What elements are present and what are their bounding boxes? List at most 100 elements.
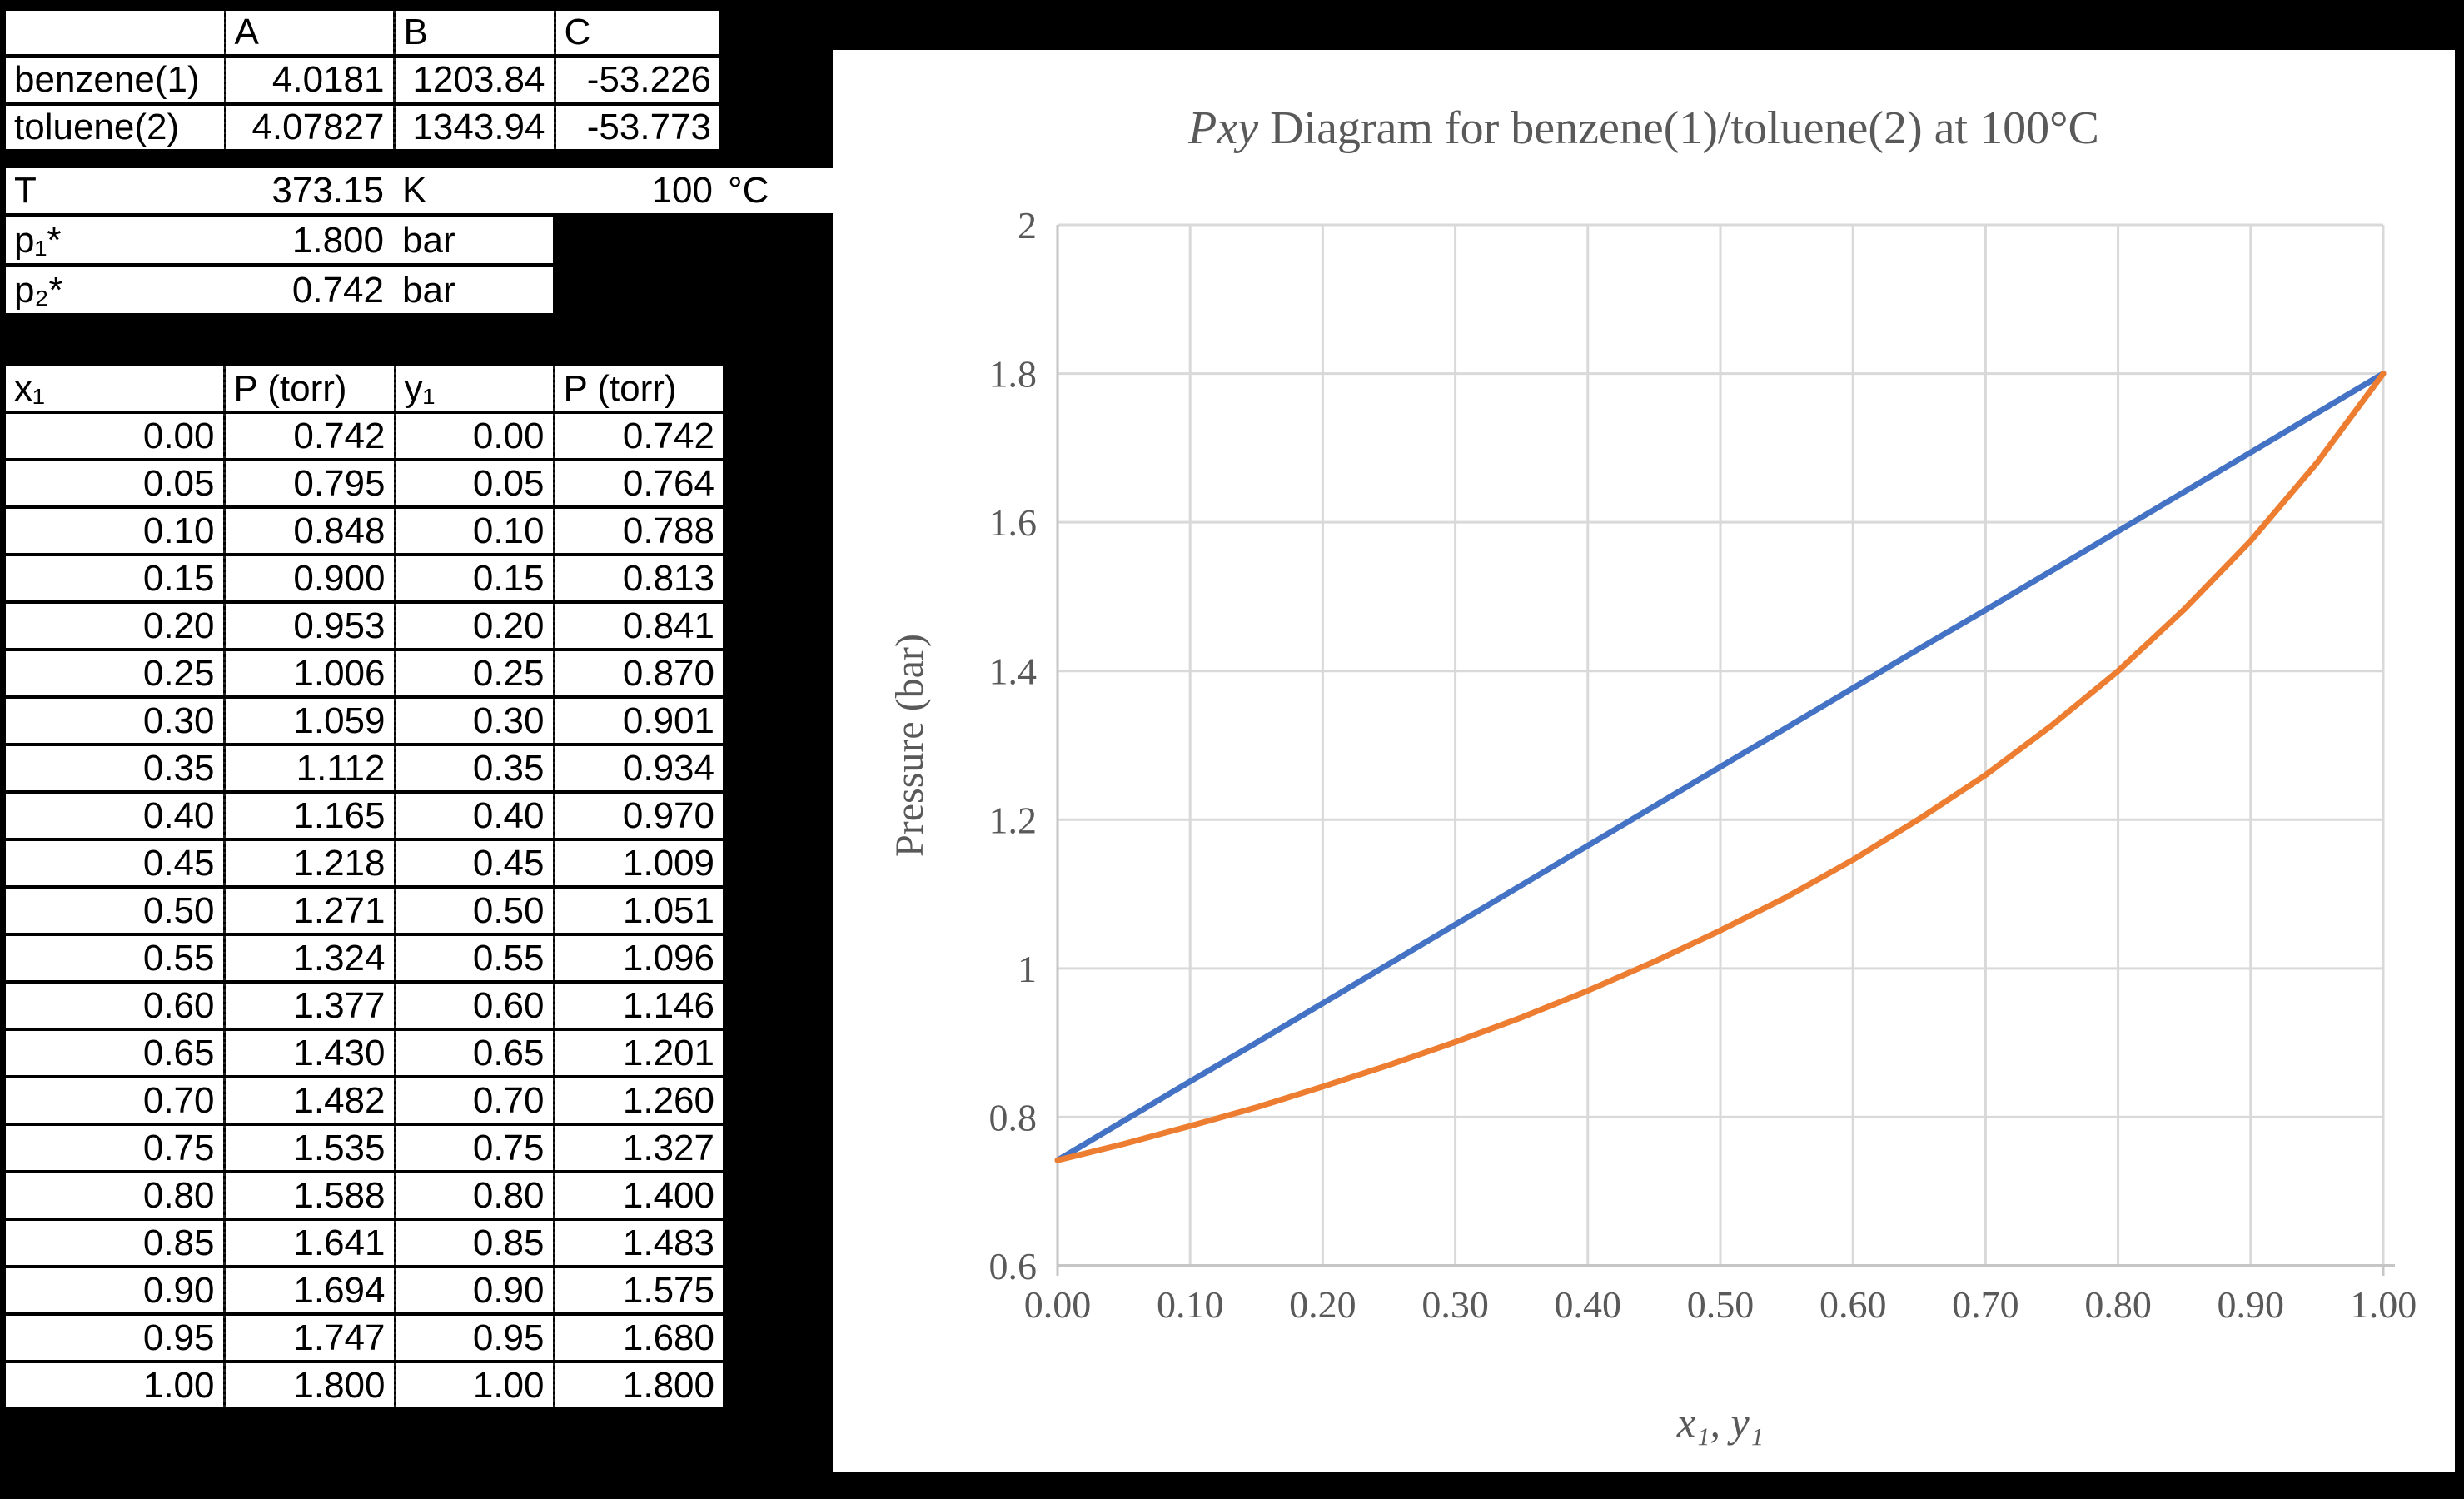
coef-header-A[interactable]: A <box>223 7 394 58</box>
coef-B-cell[interactable]: 1203.84 <box>392 54 555 106</box>
y1-cell[interactable]: 0.25 <box>393 648 554 699</box>
p-bubble-cell[interactable]: 1.112 <box>222 743 395 794</box>
p-dew-cell[interactable]: 0.841 <box>552 600 723 651</box>
y1-cell[interactable]: 0.90 <box>393 1265 554 1316</box>
coef-header-C[interactable]: C <box>553 7 719 58</box>
header-x1[interactable]: x₁ <box>6 363 224 414</box>
coef-B-cell[interactable]: 1343.94 <box>392 102 555 153</box>
coef-A-cell[interactable]: 4.07827 <box>223 102 394 153</box>
y1-cell[interactable]: 0.75 <box>393 1123 554 1173</box>
x1-cell[interactable]: 0.80 <box>6 1170 224 1221</box>
p-dew-cell[interactable]: 0.813 <box>552 553 723 604</box>
p-dew-cell[interactable]: 1.096 <box>552 933 723 984</box>
y1-cell[interactable]: 0.20 <box>393 600 554 651</box>
coef-C-cell[interactable]: -53.226 <box>553 54 719 106</box>
y1-cell[interactable]: 0.50 <box>393 885 554 936</box>
p-bubble-cell[interactable]: 1.218 <box>222 838 395 889</box>
component-label[interactable]: benzene(1) <box>6 54 225 106</box>
x1-cell[interactable]: 0.65 <box>6 1028 224 1078</box>
p-dew-cell[interactable]: 1.146 <box>552 980 723 1031</box>
psat1-value[interactable]: 1.800 <box>291 219 384 261</box>
p-bubble-cell[interactable]: 1.747 <box>222 1312 395 1363</box>
psat2-label[interactable]: p₂* <box>14 269 63 311</box>
p-bubble-cell[interactable]: 1.271 <box>222 885 395 936</box>
x1-cell[interactable]: 0.20 <box>6 600 224 651</box>
p-dew-cell[interactable]: 1.051 <box>552 885 723 936</box>
x1-cell[interactable]: 0.85 <box>6 1218 224 1268</box>
p-bubble-cell[interactable]: 1.694 <box>222 1265 395 1316</box>
psat2-value[interactable]: 0.742 <box>291 269 384 311</box>
component-label[interactable]: toluene(2) <box>6 102 225 153</box>
bubble-line[interactable] <box>1054 371 2387 1163</box>
p-bubble-cell[interactable]: 0.900 <box>222 553 395 604</box>
p-dew-cell[interactable]: 1.575 <box>552 1265 723 1316</box>
y1-cell[interactable]: 0.85 <box>393 1218 554 1268</box>
temperature-kelvin-unit[interactable]: K <box>402 170 427 211</box>
psat1-unit[interactable]: bar <box>402 219 455 261</box>
x1-cell[interactable]: 0.30 <box>6 695 224 746</box>
y1-cell[interactable]: 0.35 <box>393 743 554 794</box>
psat1-label[interactable]: p₁* <box>14 219 62 261</box>
dew-line[interactable] <box>1054 371 2387 1163</box>
p-dew-cell[interactable]: 0.788 <box>552 505 723 556</box>
x1-cell[interactable]: 0.55 <box>6 933 224 984</box>
x1-cell[interactable]: 0.90 <box>6 1265 224 1316</box>
x1-cell[interactable]: 0.70 <box>6 1075 224 1126</box>
p-bubble-cell[interactable]: 0.795 <box>222 458 395 509</box>
x1-cell[interactable]: 1.00 <box>6 1360 224 1411</box>
temperature-celsius-value[interactable]: 100 <box>651 170 713 211</box>
p-bubble-cell[interactable]: 1.324 <box>222 933 395 984</box>
y1-cell[interactable]: 0.15 <box>393 553 554 604</box>
p-dew-cell[interactable]: 0.970 <box>552 790 723 841</box>
y1-cell[interactable]: 0.40 <box>393 790 554 841</box>
p-dew-cell[interactable]: 1.201 <box>552 1028 723 1078</box>
psat2-unit[interactable]: bar <box>402 269 455 311</box>
x1-cell[interactable]: 0.05 <box>6 458 224 509</box>
x1-cell[interactable]: 0.00 <box>6 411 224 461</box>
x1-cell[interactable]: 0.45 <box>6 838 224 889</box>
y1-cell[interactable]: 0.95 <box>393 1312 554 1363</box>
p-bubble-cell[interactable]: 1.059 <box>222 695 395 746</box>
x1-cell[interactable]: 0.50 <box>6 885 224 936</box>
y1-cell[interactable]: 0.70 <box>393 1075 554 1126</box>
p-dew-cell[interactable]: 1.800 <box>552 1360 723 1411</box>
x1-cell[interactable]: 0.10 <box>6 505 224 556</box>
x1-cell[interactable]: 0.25 <box>6 648 224 699</box>
temperature-kelvin-value[interactable]: 373.15 <box>271 170 384 211</box>
p-dew-cell[interactable]: 1.483 <box>552 1218 723 1268</box>
p-dew-cell[interactable]: 1.327 <box>552 1123 723 1173</box>
header-p-dew[interactable]: P (torr) <box>552 363 723 414</box>
p-dew-cell[interactable]: 0.870 <box>552 648 723 699</box>
y1-cell[interactable]: 0.55 <box>393 933 554 984</box>
p-bubble-cell[interactable]: 1.641 <box>222 1218 395 1268</box>
y1-cell[interactable]: 0.05 <box>393 458 554 509</box>
x1-cell[interactable]: 0.35 <box>6 743 224 794</box>
pxy-chart[interactable]: Pxy Diagram for benzene(1)/toluene(2) at… <box>833 50 2455 1472</box>
p-bubble-cell[interactable]: 1.535 <box>222 1123 395 1173</box>
p-bubble-cell[interactable]: 0.848 <box>222 505 395 556</box>
p-bubble-cell[interactable]: 1.165 <box>222 790 395 841</box>
p-dew-cell[interactable]: 1.009 <box>552 838 723 889</box>
x1-cell[interactable]: 0.40 <box>6 790 224 841</box>
header-p-bubble[interactable]: P (torr) <box>222 363 395 414</box>
y1-cell[interactable]: 1.00 <box>393 1360 554 1411</box>
p-dew-cell[interactable]: 0.934 <box>552 743 723 794</box>
temperature-celsius-unit[interactable]: °C <box>728 170 769 211</box>
coef-header-B[interactable]: B <box>392 7 555 58</box>
x1-cell[interactable]: 0.95 <box>6 1312 224 1363</box>
x1-cell[interactable]: 0.15 <box>6 553 224 604</box>
temperature-label[interactable]: T <box>14 170 37 211</box>
y1-cell[interactable]: 0.10 <box>393 505 554 556</box>
y1-cell[interactable]: 0.00 <box>393 411 554 461</box>
y1-cell[interactable]: 0.30 <box>393 695 554 746</box>
p-bubble-cell[interactable]: 1.482 <box>222 1075 395 1126</box>
y1-cell[interactable]: 0.45 <box>393 838 554 889</box>
coef-C-cell[interactable]: -53.773 <box>553 102 719 153</box>
p-bubble-cell[interactable]: 1.800 <box>222 1360 395 1411</box>
y1-cell[interactable]: 0.60 <box>393 980 554 1031</box>
p-bubble-cell[interactable]: 1.588 <box>222 1170 395 1221</box>
p-bubble-cell[interactable]: 1.006 <box>222 648 395 699</box>
y1-cell[interactable]: 0.65 <box>393 1028 554 1078</box>
x1-cell[interactable]: 0.75 <box>6 1123 224 1173</box>
y1-cell[interactable]: 0.80 <box>393 1170 554 1221</box>
